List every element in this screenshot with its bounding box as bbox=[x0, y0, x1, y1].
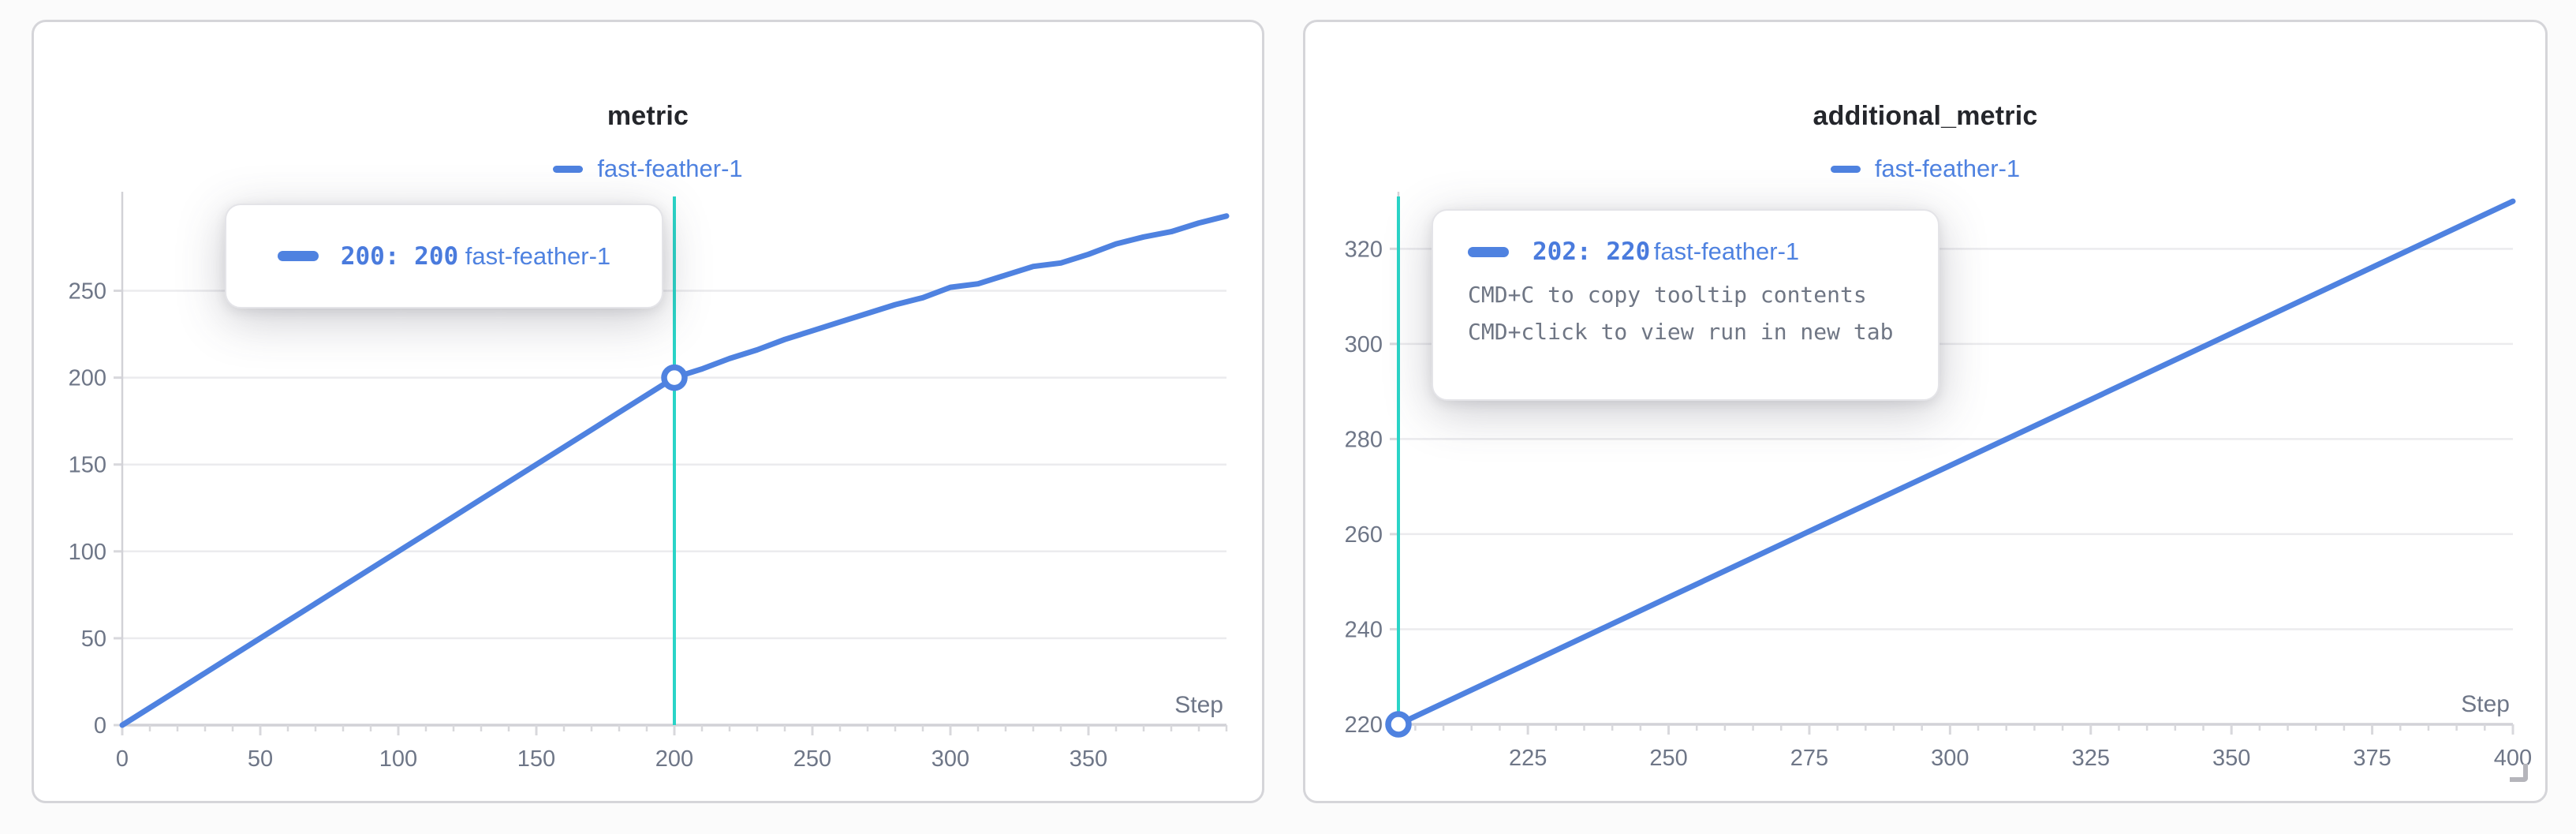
svg-text:0: 0 bbox=[94, 713, 106, 739]
svg-text:100: 100 bbox=[69, 540, 106, 565]
svg-text:50: 50 bbox=[248, 746, 273, 772]
chart-title: additional_metric bbox=[1813, 101, 2038, 131]
svg-text:150: 150 bbox=[517, 746, 555, 772]
svg-text:240: 240 bbox=[1345, 617, 1383, 642]
svg-text:Step: Step bbox=[2461, 691, 2510, 717]
series-color-dash-icon bbox=[277, 251, 319, 261]
legend[interactable]: fast-feather-1 bbox=[1305, 153, 2545, 185]
hover-tooltip: 200: 200 fast-feather-1 bbox=[225, 204, 663, 309]
svg-text:320: 320 bbox=[1345, 237, 1383, 262]
svg-text:250: 250 bbox=[1649, 746, 1687, 771]
svg-text:Step: Step bbox=[1174, 692, 1223, 718]
panel-metric: 0 50 100 150 200 250 0 50 100 150 200 250 300 350 Step… bbox=[32, 20, 1264, 803]
svg-text:350: 350 bbox=[1070, 746, 1107, 772]
svg-text:0: 0 bbox=[116, 746, 129, 772]
tooltip-step-value: 202: 220 bbox=[1533, 237, 1651, 266]
svg-text:200: 200 bbox=[655, 746, 693, 772]
svg-text:100: 100 bbox=[379, 746, 417, 772]
svg-text:300: 300 bbox=[1345, 332, 1383, 357]
tooltip-step-value: 200: 200 bbox=[340, 241, 459, 271]
svg-text:200: 200 bbox=[69, 366, 106, 391]
svg-text:325: 325 bbox=[2072, 746, 2110, 771]
svg-text:250: 250 bbox=[793, 746, 831, 772]
tooltip-hint-copy: CMD+C to copy tooltip contents bbox=[1468, 282, 1867, 308]
svg-text:275: 275 bbox=[1790, 746, 1828, 771]
svg-text:375: 375 bbox=[2353, 746, 2391, 771]
series-color-dash-icon bbox=[1468, 246, 1509, 257]
legend-run-label: fast-feather-1 bbox=[1874, 155, 2021, 182]
legend-run-label: fast-feather-1 bbox=[597, 155, 743, 182]
series-color-dash-icon bbox=[553, 165, 584, 173]
legend[interactable]: fast-feather-1 bbox=[34, 153, 1262, 185]
svg-text:260: 260 bbox=[1345, 522, 1383, 548]
panel-additional-metric: 220 240 260 280 300 320 225 250 275 300 325 350 375 4… bbox=[1303, 20, 2548, 803]
panel-resize-handle-icon[interactable] bbox=[2510, 764, 2528, 782]
tooltip-hint-open: CMD+click to view run in new tab bbox=[1468, 319, 1894, 345]
tooltip-run-name: fast-feather-1 bbox=[1653, 237, 1800, 265]
svg-text:300: 300 bbox=[931, 746, 969, 772]
hover-tooltip: 202: 220 fast-feather-1 CMD+C to copy to… bbox=[1432, 209, 1939, 401]
svg-text:300: 300 bbox=[1931, 746, 1969, 771]
tooltip-run-name: fast-feather-1 bbox=[465, 241, 611, 270]
tooltip-run-name bbox=[458, 242, 465, 271]
svg-text:50: 50 bbox=[81, 626, 106, 652]
chart-title: metric bbox=[607, 101, 689, 131]
svg-text:150: 150 bbox=[69, 453, 106, 478]
svg-text:225: 225 bbox=[1509, 746, 1547, 771]
svg-text:350: 350 bbox=[2212, 746, 2250, 771]
svg-text:220: 220 bbox=[1345, 712, 1383, 738]
svg-text:280: 280 bbox=[1345, 427, 1383, 452]
series-color-dash-icon bbox=[1830, 165, 1861, 173]
metric-chart-plot-area[interactable]: 0 50 100 150 200 250 0 50 100 150 200 250 300 350 Step bbox=[34, 22, 1267, 806]
svg-text:250: 250 bbox=[69, 279, 106, 305]
